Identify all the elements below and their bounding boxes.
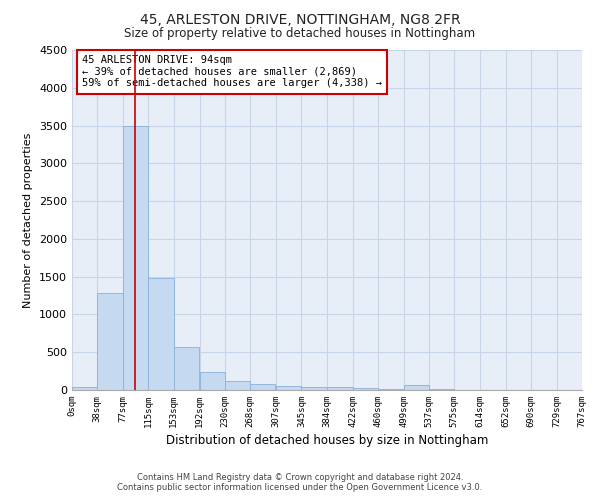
- Bar: [72, 386, 97, 390]
- Bar: [429, 389, 454, 390]
- Text: Contains HM Land Registry data © Crown copyright and database right 2024.
Contai: Contains HM Land Registry data © Crown c…: [118, 473, 482, 492]
- Bar: [148, 278, 174, 390]
- Bar: [174, 346, 199, 390]
- Text: Size of property relative to detached houses in Nottingham: Size of property relative to detached ho…: [124, 28, 476, 40]
- Text: 45, ARLESTON DRIVE, NOTTINGHAM, NG8 2FR: 45, ARLESTON DRIVE, NOTTINGHAM, NG8 2FR: [140, 12, 460, 26]
- Bar: [200, 372, 225, 390]
- Bar: [123, 126, 148, 390]
- Bar: [404, 386, 429, 390]
- Bar: [276, 386, 301, 390]
- Y-axis label: Number of detached properties: Number of detached properties: [23, 132, 34, 308]
- Bar: [250, 384, 275, 390]
- Bar: [378, 389, 403, 390]
- Bar: [225, 381, 250, 390]
- Bar: [301, 386, 326, 390]
- X-axis label: Distribution of detached houses by size in Nottingham: Distribution of detached houses by size …: [166, 434, 488, 447]
- Text: 45 ARLESTON DRIVE: 94sqm
← 39% of detached houses are smaller (2,869)
59% of sem: 45 ARLESTON DRIVE: 94sqm ← 39% of detach…: [82, 55, 382, 88]
- Bar: [97, 294, 122, 390]
- Bar: [353, 388, 378, 390]
- Bar: [328, 388, 353, 390]
